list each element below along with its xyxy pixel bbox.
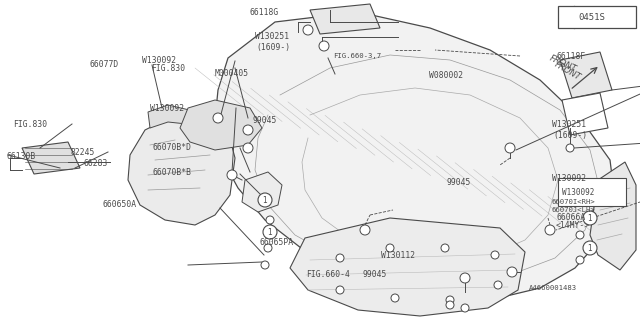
Text: FIG.660-4: FIG.660-4 xyxy=(306,270,350,279)
Circle shape xyxy=(263,225,277,239)
Circle shape xyxy=(319,41,329,51)
Circle shape xyxy=(583,211,597,225)
Bar xyxy=(558,178,626,206)
Text: 66065PA: 66065PA xyxy=(260,238,294,247)
Text: 1: 1 xyxy=(262,196,268,204)
Circle shape xyxy=(505,143,515,153)
Polygon shape xyxy=(242,172,282,212)
Circle shape xyxy=(261,261,269,269)
Text: A4660001483: A4660001483 xyxy=(529,285,577,291)
Text: 660650A: 660650A xyxy=(102,200,136,209)
Text: W080002: W080002 xyxy=(429,71,463,80)
Polygon shape xyxy=(215,12,615,300)
Circle shape xyxy=(460,273,470,283)
Circle shape xyxy=(360,225,370,235)
Circle shape xyxy=(243,125,253,135)
Text: 66070I<RH>: 66070I<RH> xyxy=(552,199,595,204)
Circle shape xyxy=(441,244,449,252)
Polygon shape xyxy=(560,52,612,98)
Text: 66130B: 66130B xyxy=(6,152,36,161)
Text: 82245: 82245 xyxy=(70,148,95,157)
Circle shape xyxy=(243,143,253,153)
Text: <14MY->: <14MY-> xyxy=(556,221,589,230)
Polygon shape xyxy=(590,162,636,270)
Circle shape xyxy=(507,267,517,277)
Polygon shape xyxy=(290,218,525,316)
Text: M000405: M000405 xyxy=(214,69,248,78)
Circle shape xyxy=(266,216,274,224)
Text: 66077D: 66077D xyxy=(90,60,119,68)
Text: W130092: W130092 xyxy=(142,56,176,65)
Text: 66070J<LH>: 66070J<LH> xyxy=(552,207,595,212)
Circle shape xyxy=(576,256,584,264)
Circle shape xyxy=(336,286,344,294)
Text: 66118F: 66118F xyxy=(557,52,586,60)
Text: FRONT: FRONT xyxy=(553,60,582,82)
Circle shape xyxy=(446,301,454,309)
Text: 99045: 99045 xyxy=(253,116,277,124)
Polygon shape xyxy=(148,105,198,128)
Circle shape xyxy=(491,251,499,259)
Text: FIG.830: FIG.830 xyxy=(13,120,47,129)
Text: W130092: W130092 xyxy=(150,104,184,113)
Circle shape xyxy=(264,244,272,252)
Bar xyxy=(558,6,636,28)
Circle shape xyxy=(494,281,502,289)
Text: 1: 1 xyxy=(588,213,593,222)
Polygon shape xyxy=(180,100,262,150)
Text: W130112: W130112 xyxy=(381,252,415,260)
Circle shape xyxy=(391,294,399,302)
Text: 66070B*B: 66070B*B xyxy=(152,168,191,177)
Text: (1609-): (1609-) xyxy=(553,131,587,140)
Circle shape xyxy=(560,11,572,23)
Text: 66283: 66283 xyxy=(83,159,108,168)
Polygon shape xyxy=(562,93,608,135)
Circle shape xyxy=(583,241,597,255)
Circle shape xyxy=(336,254,344,262)
Circle shape xyxy=(446,296,454,304)
Circle shape xyxy=(386,244,394,252)
Text: 1: 1 xyxy=(268,228,273,236)
Text: 99045: 99045 xyxy=(362,270,387,279)
Circle shape xyxy=(227,170,237,180)
Circle shape xyxy=(576,231,584,239)
Text: 66070B*D: 66070B*D xyxy=(152,143,191,152)
Text: W130251: W130251 xyxy=(552,120,586,129)
Polygon shape xyxy=(310,4,380,34)
Polygon shape xyxy=(128,110,235,225)
Circle shape xyxy=(566,144,574,152)
Text: W130092: W130092 xyxy=(552,174,586,183)
Text: 1: 1 xyxy=(564,14,568,20)
Text: FRONT: FRONT xyxy=(548,54,578,74)
Circle shape xyxy=(213,113,223,123)
Text: 99045: 99045 xyxy=(447,178,471,187)
Text: 66118G: 66118G xyxy=(250,8,279,17)
Text: W130092: W130092 xyxy=(562,188,595,196)
Text: FIG.830: FIG.830 xyxy=(151,64,185,73)
Text: 0451S: 0451S xyxy=(578,12,605,21)
Circle shape xyxy=(303,25,313,35)
Text: W130251: W130251 xyxy=(255,32,289,41)
Polygon shape xyxy=(22,142,80,174)
Circle shape xyxy=(461,304,469,312)
Text: 66066A: 66066A xyxy=(557,213,586,222)
Text: FIG.660-3,7: FIG.660-3,7 xyxy=(333,53,381,59)
Text: (1609-): (1609-) xyxy=(256,43,290,52)
Circle shape xyxy=(258,193,272,207)
Text: 1: 1 xyxy=(588,244,593,252)
Circle shape xyxy=(545,225,555,235)
